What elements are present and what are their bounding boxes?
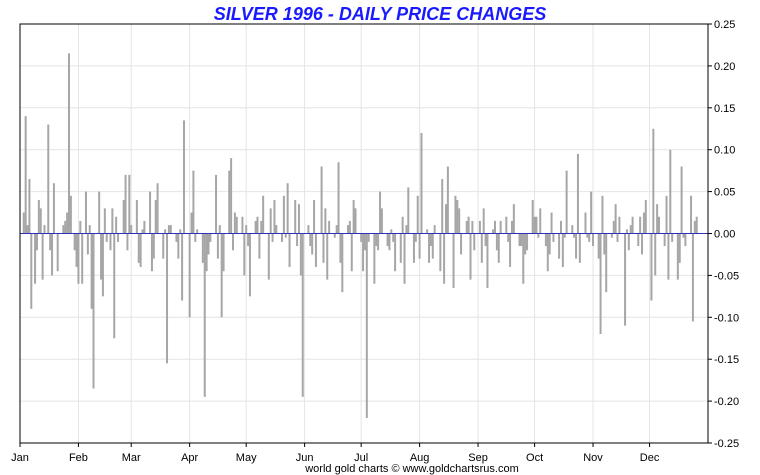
x-tick-label: Jul (354, 452, 368, 464)
x-tick-label: May (236, 452, 257, 464)
y-tick-label: -0.25 (714, 438, 739, 450)
x-tick-label: Feb (69, 452, 88, 464)
chart-credit: world gold charts © www.goldchartsrus.co… (304, 463, 519, 475)
x-tick-label: Nov (583, 452, 603, 464)
y-tick-label: 0.10 (714, 145, 735, 157)
y-tick-label: 0.20 (714, 61, 735, 73)
y-tick-label: 0.00 (714, 229, 735, 241)
y-tick-label: 0.15 (714, 103, 735, 115)
x-axis: Jan Feb Mar Apr May Jun Jul Aug Sep Oct Nov Dec (11, 443, 660, 464)
x-tick-label: Apr (181, 452, 198, 464)
x-tick-label: Jan (11, 452, 29, 464)
x-tick-label: Dec (640, 452, 660, 464)
y-tick-label: -0.10 (714, 312, 739, 324)
x-tick-label: Sep (468, 452, 488, 464)
chart-title: SILVER 1996 - DAILY PRICE CHANGES (214, 4, 546, 24)
y-tick-label: 0.05 (714, 187, 735, 199)
x-tick-label: Oct (526, 452, 543, 464)
y-tick-label: -0.05 (714, 270, 739, 282)
y-tick-label: 0.25 (714, 19, 735, 31)
y-tick-label: -0.20 (714, 396, 739, 408)
y-tick-label: -0.15 (714, 354, 739, 366)
x-tick-label: Jun (296, 452, 314, 464)
bars (22, 53, 698, 418)
x-tick-label: Aug (410, 452, 430, 464)
x-tick-label: Mar (122, 452, 141, 464)
y-axis: 0.25 0.20 0.15 0.10 0.05 0.00 -0.05 -0.10 -0.15 -… (708, 19, 739, 450)
